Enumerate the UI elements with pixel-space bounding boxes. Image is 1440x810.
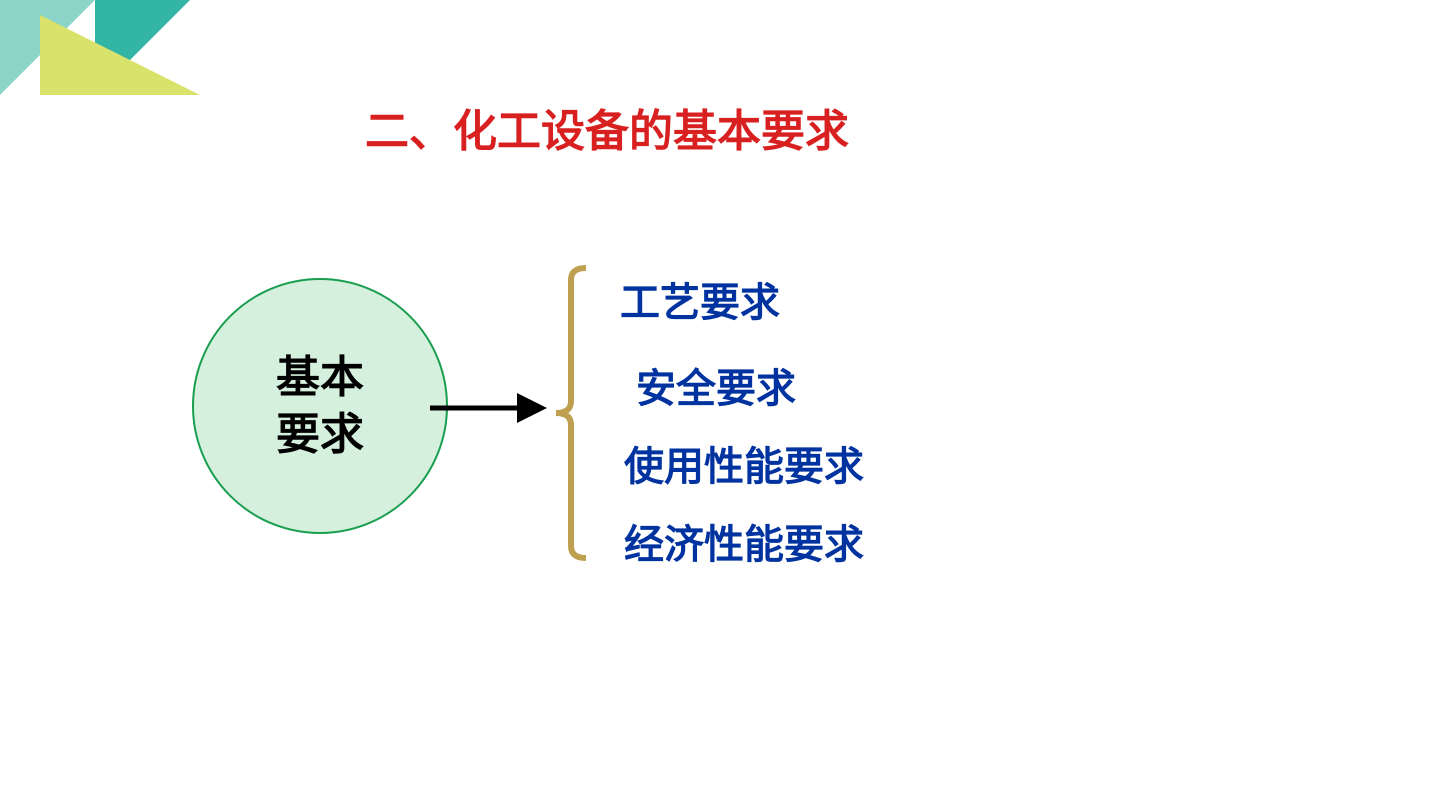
requirement-item-1: 工艺要求 [620, 270, 780, 328]
requirement-item-4: 经济性能要求 [624, 512, 864, 570]
bracket-path [556, 268, 586, 558]
requirement-item-2: 安全要求 [636, 356, 796, 414]
requirement-item-3: 使用性能要求 [624, 434, 864, 492]
